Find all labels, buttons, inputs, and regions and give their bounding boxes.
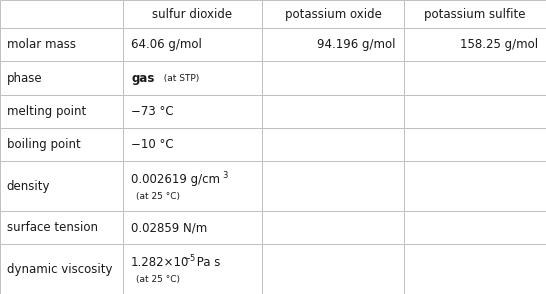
Text: surface tension: surface tension bbox=[7, 221, 98, 234]
Text: 158.25 g/mol: 158.25 g/mol bbox=[460, 38, 538, 51]
Text: (at STP): (at STP) bbox=[158, 74, 200, 83]
Bar bbox=[123, 28, 262, 61]
Bar bbox=[262, 61, 404, 95]
Bar bbox=[0, 0, 123, 28]
Text: gas: gas bbox=[131, 71, 155, 85]
Text: molar mass: molar mass bbox=[7, 38, 75, 51]
Text: 94.196 g/mol: 94.196 g/mol bbox=[317, 38, 396, 51]
Text: 3: 3 bbox=[223, 171, 228, 180]
Text: dynamic viscosity: dynamic viscosity bbox=[7, 263, 112, 275]
Bar bbox=[123, 244, 262, 294]
Text: −73 °C: −73 °C bbox=[131, 105, 174, 118]
Text: −10 °C: −10 °C bbox=[131, 138, 174, 151]
Bar bbox=[0, 128, 123, 161]
Bar bbox=[262, 28, 404, 61]
Bar bbox=[404, 95, 546, 128]
Text: potassium oxide: potassium oxide bbox=[284, 8, 382, 21]
Bar bbox=[0, 161, 123, 211]
Bar bbox=[404, 61, 546, 95]
Text: 0.02859 N/m: 0.02859 N/m bbox=[131, 221, 207, 234]
Bar bbox=[262, 244, 404, 294]
Bar bbox=[123, 95, 262, 128]
Bar bbox=[0, 28, 123, 61]
Text: potassium sulfite: potassium sulfite bbox=[424, 8, 526, 21]
Text: Pa s: Pa s bbox=[193, 256, 220, 269]
Text: sulfur dioxide: sulfur dioxide bbox=[152, 8, 233, 21]
Bar bbox=[404, 161, 546, 211]
Bar bbox=[123, 128, 262, 161]
Text: (at 25 °C): (at 25 °C) bbox=[136, 275, 181, 283]
Bar bbox=[123, 161, 262, 211]
Text: 1.282×10: 1.282×10 bbox=[131, 256, 189, 269]
Text: 0.002619 g/cm: 0.002619 g/cm bbox=[131, 173, 220, 186]
Bar bbox=[262, 211, 404, 244]
Bar bbox=[262, 161, 404, 211]
Bar bbox=[404, 211, 546, 244]
Text: phase: phase bbox=[7, 71, 42, 85]
Bar bbox=[123, 211, 262, 244]
Bar bbox=[404, 128, 546, 161]
Bar bbox=[262, 0, 404, 28]
Text: (at 25 °C): (at 25 °C) bbox=[136, 191, 181, 201]
Bar bbox=[262, 95, 404, 128]
Bar bbox=[0, 244, 123, 294]
Bar bbox=[404, 28, 546, 61]
Text: melting point: melting point bbox=[7, 105, 86, 118]
Bar bbox=[404, 0, 546, 28]
Bar bbox=[0, 95, 123, 128]
Bar bbox=[123, 61, 262, 95]
Bar bbox=[0, 61, 123, 95]
Text: boiling point: boiling point bbox=[7, 138, 80, 151]
Text: 64.06 g/mol: 64.06 g/mol bbox=[131, 38, 202, 51]
Bar bbox=[0, 211, 123, 244]
Text: density: density bbox=[7, 180, 50, 193]
Bar bbox=[123, 0, 262, 28]
Bar bbox=[262, 128, 404, 161]
Bar bbox=[404, 244, 546, 294]
Text: −5: −5 bbox=[183, 254, 195, 263]
